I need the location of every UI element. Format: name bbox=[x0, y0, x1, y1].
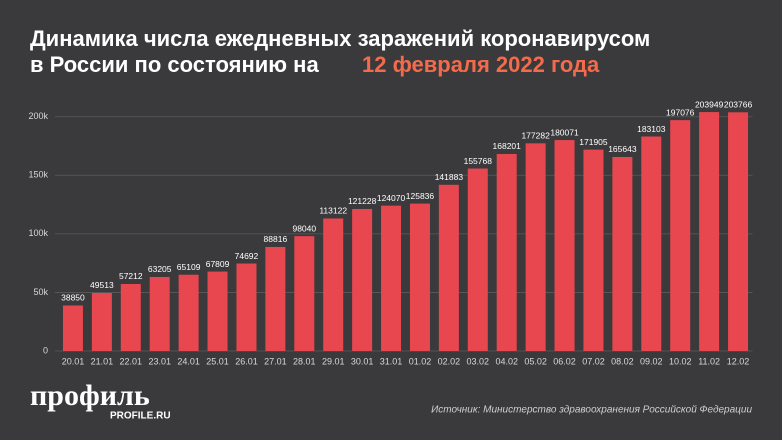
value-label: 168201 bbox=[493, 141, 522, 151]
value-label: 74692 bbox=[235, 251, 259, 261]
bar bbox=[525, 143, 546, 351]
value-label: 38850 bbox=[61, 293, 85, 303]
value-label: 121228 bbox=[348, 196, 377, 206]
value-label: 67809 bbox=[206, 259, 230, 269]
x-tick-label: 29.01 bbox=[322, 356, 345, 366]
value-label: 125836 bbox=[406, 191, 435, 201]
value-label: 177282 bbox=[521, 131, 550, 141]
value-label: 183103 bbox=[637, 124, 666, 134]
x-tick-label: 12.02 bbox=[727, 356, 750, 366]
value-label: 197076 bbox=[666, 107, 695, 117]
bar bbox=[323, 218, 344, 351]
value-label: 63205 bbox=[148, 264, 172, 274]
value-label: 88816 bbox=[264, 234, 288, 244]
value-label: 98040 bbox=[292, 223, 316, 233]
logo: профиль bbox=[30, 379, 150, 412]
x-tick-label: 23.01 bbox=[148, 356, 171, 366]
x-tick-label: 11.02 bbox=[698, 356, 720, 366]
bar bbox=[612, 156, 633, 351]
x-tick-label: 05.02 bbox=[524, 356, 547, 366]
x-tick-label: 28.01 bbox=[293, 356, 316, 366]
bar bbox=[670, 120, 691, 351]
bar bbox=[352, 208, 373, 351]
x-tick-label: 24.01 bbox=[177, 356, 200, 366]
bar bbox=[728, 112, 749, 351]
bar bbox=[91, 292, 112, 351]
y-tick-label: 100k bbox=[28, 228, 48, 238]
value-label: 57212 bbox=[119, 271, 143, 281]
bar bbox=[381, 205, 402, 351]
source: Источник: Министерство здравоохранения Р… bbox=[431, 405, 752, 416]
value-label: 141883 bbox=[435, 172, 464, 182]
value-label: 124070 bbox=[377, 193, 406, 203]
bar bbox=[438, 184, 459, 351]
x-tick-label: 02.02 bbox=[438, 356, 461, 366]
x-tick-label: 25.01 bbox=[206, 356, 229, 366]
bar bbox=[207, 271, 228, 351]
x-tick-label: 22.01 bbox=[120, 356, 143, 366]
logo-site: PROFILE.RU bbox=[110, 411, 171, 422]
bar bbox=[699, 112, 720, 351]
bar bbox=[120, 283, 141, 351]
x-tick-label: 26.01 bbox=[235, 356, 258, 366]
value-label: 155768 bbox=[464, 156, 493, 166]
bar bbox=[265, 246, 286, 351]
value-label: 113122 bbox=[319, 206, 347, 216]
value-label: 65109 bbox=[177, 262, 201, 272]
x-tick-label: 20.01 bbox=[62, 356, 85, 366]
y-tick-label: 0 bbox=[43, 345, 48, 355]
bar bbox=[62, 305, 83, 351]
y-tick-label: 150k bbox=[28, 170, 48, 180]
x-tick-label: 06.02 bbox=[553, 356, 576, 366]
x-tick-label: 27.01 bbox=[264, 356, 287, 366]
y-tick-label: 200k bbox=[28, 111, 48, 121]
bar bbox=[149, 276, 170, 351]
value-label: 203766 bbox=[724, 100, 753, 110]
x-tick-label: 07.02 bbox=[582, 356, 605, 366]
value-label: 165643 bbox=[608, 144, 637, 154]
value-label: 171905 bbox=[579, 137, 608, 147]
bar bbox=[554, 140, 575, 351]
chart-title: Динамика числа ежедневных заражений коро… bbox=[30, 26, 650, 77]
bar bbox=[178, 274, 199, 351]
x-tick-label: 03.02 bbox=[467, 356, 490, 366]
x-tick-label: 10.02 bbox=[669, 356, 692, 366]
x-tick-label: 09.02 bbox=[640, 356, 663, 366]
y-tick-label: 50k bbox=[33, 287, 48, 297]
x-tick-label: 04.02 bbox=[495, 356, 518, 366]
chart-title-date: 12 февраля 2022 года bbox=[362, 52, 600, 77]
value-label: 203949 bbox=[695, 99, 724, 109]
bar bbox=[409, 203, 430, 351]
bar bbox=[583, 149, 604, 351]
value-label: 180071 bbox=[550, 127, 579, 137]
x-tick-label: 08.02 bbox=[611, 356, 634, 366]
bar bbox=[496, 153, 517, 351]
bar bbox=[236, 263, 257, 351]
bar bbox=[294, 236, 315, 351]
x-tick-label: 30.01 bbox=[351, 356, 374, 366]
x-tick-label: 31.01 bbox=[380, 356, 403, 366]
value-label: 49513 bbox=[90, 280, 114, 290]
x-tick-label: 01.02 bbox=[409, 356, 432, 366]
bar bbox=[641, 136, 662, 351]
x-tick-label: 21.01 bbox=[91, 356, 114, 366]
bar bbox=[467, 168, 488, 351]
